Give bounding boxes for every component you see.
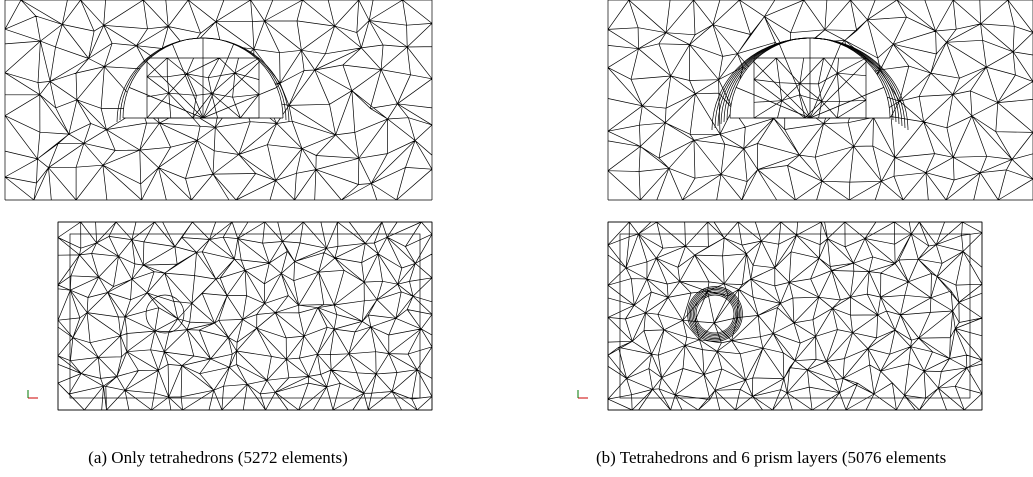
cylinder — [696, 295, 734, 333]
caption: (b) Tetrahedrons and 6 prism layers (507… — [596, 448, 946, 467]
cylinder — [692, 291, 738, 337]
cylinder — [146, 295, 184, 333]
surface-mesh-a — [5, 0, 432, 200]
mesh-edges — [58, 222, 432, 410]
caption: (a) Only tetrahedrons (5272 elements) — [88, 448, 348, 467]
page: (a) Only tetrahedrons (5272 elements) (b… — [0, 0, 1033, 477]
mesh-edges — [608, 222, 982, 410]
cylinder — [689, 288, 741, 340]
figure: (a) Only tetrahedrons (5272 elements) (b… — [0, 0, 1033, 477]
surface-mesh-b — [608, 0, 1033, 200]
cylinder — [695, 294, 736, 335]
volume-mesh-b — [578, 222, 982, 410]
cylinder — [693, 292, 737, 336]
volume-mesh-a — [28, 222, 432, 410]
